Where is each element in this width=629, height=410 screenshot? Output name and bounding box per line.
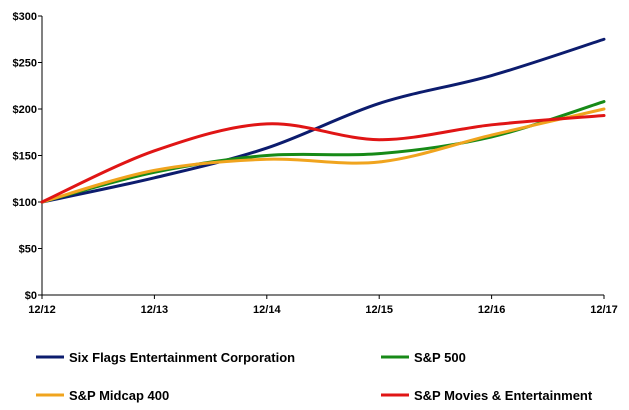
chart-axes: [38, 15, 605, 299]
series-lines: [40, 37, 606, 204]
y-tick-label: $0: [25, 290, 37, 302]
x-tick-label: 12/16: [478, 304, 506, 316]
x-tick-label: 12/12: [28, 304, 56, 316]
y-tick-label: $50: [19, 244, 37, 256]
y-tick-label: $250: [13, 58, 37, 70]
legend-label-3: S&P Movies & Entertainment: [414, 388, 593, 403]
legend-label-2: S&P Midcap 400: [69, 388, 169, 403]
y-tick-label: $300: [13, 11, 37, 23]
series-line-3: [40, 114, 606, 204]
series-line-1: [40, 100, 606, 204]
x-tick-label: 12/15: [365, 304, 393, 316]
legend: Six Flags Entertainment Corporation S&P 5…: [36, 350, 593, 403]
y-tick-label: $200: [13, 104, 37, 116]
x-tick-label: 12/17: [590, 304, 618, 316]
legend-label-1: S&P 500: [414, 350, 466, 365]
x-tick-label: 12/13: [141, 304, 169, 316]
tick-labels: $0 $50 $100 $150 $200 $250 $300 12/12 12/13 12/14…: [13, 11, 618, 316]
y-tick-label: $150: [13, 151, 37, 163]
series-line-0: [40, 37, 606, 204]
x-tick-label: 12/14: [253, 304, 281, 316]
series-line-2: [40, 107, 606, 204]
y-tick-label: $100: [13, 197, 37, 209]
legend-label-0: Six Flags Entertainment Corporation: [69, 350, 295, 365]
